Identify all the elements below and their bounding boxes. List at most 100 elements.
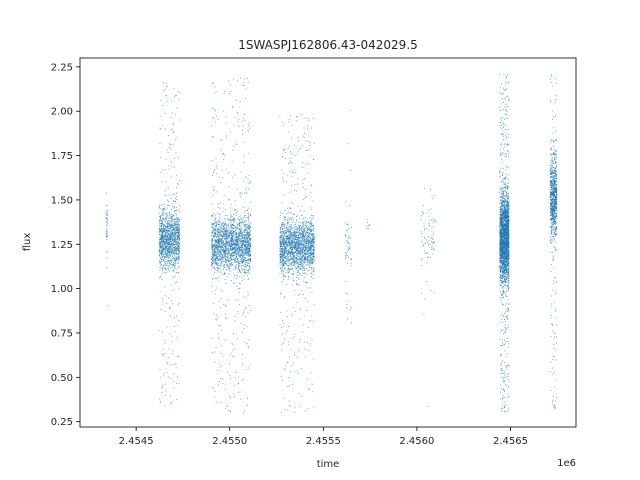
scatter-point: [300, 228, 302, 230]
scatter-point: [166, 204, 168, 206]
scatter-point: [174, 223, 176, 225]
scatter-point: [229, 237, 231, 239]
scatter-point: [234, 259, 236, 261]
scatter-point: [308, 229, 310, 231]
scatter-point: [233, 258, 234, 260]
scatter-point: [170, 378, 172, 379]
scatter-point: [309, 225, 311, 227]
scatter-point: [218, 231, 220, 233]
scatter-point: [214, 92, 216, 94]
scatter-point: [164, 112, 166, 114]
scatter-point: [310, 245, 312, 247]
scatter-point: [177, 253, 179, 255]
scatter-point: [279, 240, 281, 242]
scatter-point: [293, 246, 295, 248]
scatter-point: [225, 218, 227, 220]
scatter-point: [222, 240, 224, 242]
scatter-point: [106, 211, 108, 213]
scatter-point: [295, 244, 297, 245]
scatter-point: [242, 250, 244, 252]
scatter-point: [169, 263, 171, 265]
scatter-point: [106, 219, 108, 221]
scatter-point: [170, 299, 172, 301]
scatter-point: [234, 385, 235, 387]
scatter-point: [247, 237, 249, 239]
scatter-point: [175, 257, 177, 259]
scatter-point: [293, 273, 295, 274]
scatter-point: [295, 261, 297, 262]
scatter-point: [173, 224, 175, 226]
scatter-point: [311, 218, 313, 219]
scatter-point: [176, 229, 178, 231]
scatter-point: [166, 239, 168, 241]
scatter-point: [230, 263, 232, 265]
scatter-point: [171, 214, 173, 216]
scatter-point: [243, 234, 245, 236]
scatter-point: [298, 249, 300, 251]
scatter-point: [161, 229, 163, 231]
scatter-point: [244, 250, 246, 251]
scatter-point: [164, 373, 166, 375]
scatter-point: [290, 231, 292, 233]
scatter-point: [237, 226, 238, 228]
scatter-point: [224, 245, 226, 247]
scatter-point: [307, 117, 309, 119]
scatter-point: [244, 78, 246, 80]
scatter-point: [295, 259, 297, 261]
scatter-point: [105, 236, 107, 238]
scatter-point: [294, 333, 296, 335]
scatter-point: [177, 235, 179, 236]
scatter-point: [234, 248, 236, 250]
scatter-point: [245, 223, 247, 225]
scatter-point: [289, 191, 291, 193]
scatter-point: [237, 261, 239, 263]
scatter-point: [176, 337, 178, 339]
scatter-point: [296, 219, 297, 221]
scatter-point: [228, 80, 229, 82]
scatter-point: [216, 244, 218, 246]
scatter-point: [305, 223, 307, 225]
scatter-point: [224, 254, 226, 256]
scatter-point: [224, 244, 226, 246]
scatter-point: [305, 231, 307, 232]
scatter-point: [211, 263, 213, 265]
scatter-point: [161, 204, 163, 205]
scatter-point: [303, 237, 305, 239]
scatter-point: [244, 244, 246, 246]
scatter-point: [309, 243, 311, 245]
scatter-point: [246, 232, 248, 234]
scatter-point: [216, 246, 217, 248]
scatter-point: [305, 224, 307, 226]
scatter-point: [243, 243, 245, 244]
scatter-point: [234, 266, 236, 267]
scatter-point: [231, 280, 233, 281]
scatter-point: [231, 239, 233, 241]
scatter-point: [294, 244, 296, 246]
scatter-point: [229, 219, 231, 220]
scatter-point: [294, 406, 296, 408]
scatter-point: [244, 342, 246, 344]
scatter-point: [219, 234, 221, 236]
scatter-point: [167, 233, 169, 235]
scatter-point: [171, 261, 173, 263]
scatter-point: [224, 231, 226, 233]
scatter-point: [106, 257, 108, 259]
scatter-point: [178, 256, 180, 258]
scatter-point: [159, 233, 160, 235]
scatter-point: [305, 237, 307, 239]
scatter-point: [172, 247, 174, 249]
scatter-point: [217, 245, 219, 247]
scatter-point: [215, 262, 217, 264]
scatter-point: [292, 249, 294, 251]
scatter-point: [175, 367, 177, 369]
scatter-point: [212, 107, 214, 109]
scatter-point: [246, 275, 248, 277]
scatter-point: [227, 234, 229, 236]
scatter-point: [284, 296, 286, 298]
scatter-point: [221, 239, 222, 241]
scatter-point: [312, 241, 314, 243]
scatter-point: [168, 297, 170, 299]
scatter-point: [177, 246, 179, 248]
scatter-point: [224, 230, 226, 232]
scatter-point: [177, 91, 179, 93]
